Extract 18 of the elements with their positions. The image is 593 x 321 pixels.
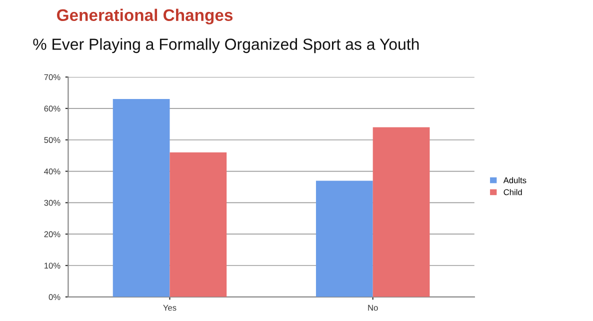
y-tick-label: 50% [44,137,60,143]
legend-label: Child [504,189,522,196]
y-tick-label: 60% [44,106,60,112]
y-tick-label: 40% [44,168,60,174]
bar [112,99,170,297]
y-tick-label: 70% [44,74,60,80]
y-tick-label: 0% [48,294,60,300]
bar [316,180,373,297]
y-tick-label: 10% [44,262,60,269]
x-tick-label: No [368,304,378,311]
chart-subtitle: % Ever Playing a Formally Organized Sport as a Youth [33,38,419,54]
legend-label: Adults [503,177,526,184]
y-tick-label: 20% [44,231,60,238]
x-tick-label: Yes [163,304,176,311]
bar [372,127,430,297]
chart-title: Generational Changes [57,8,233,24]
y-tick-label: 30% [44,200,60,206]
bar [170,152,227,297]
